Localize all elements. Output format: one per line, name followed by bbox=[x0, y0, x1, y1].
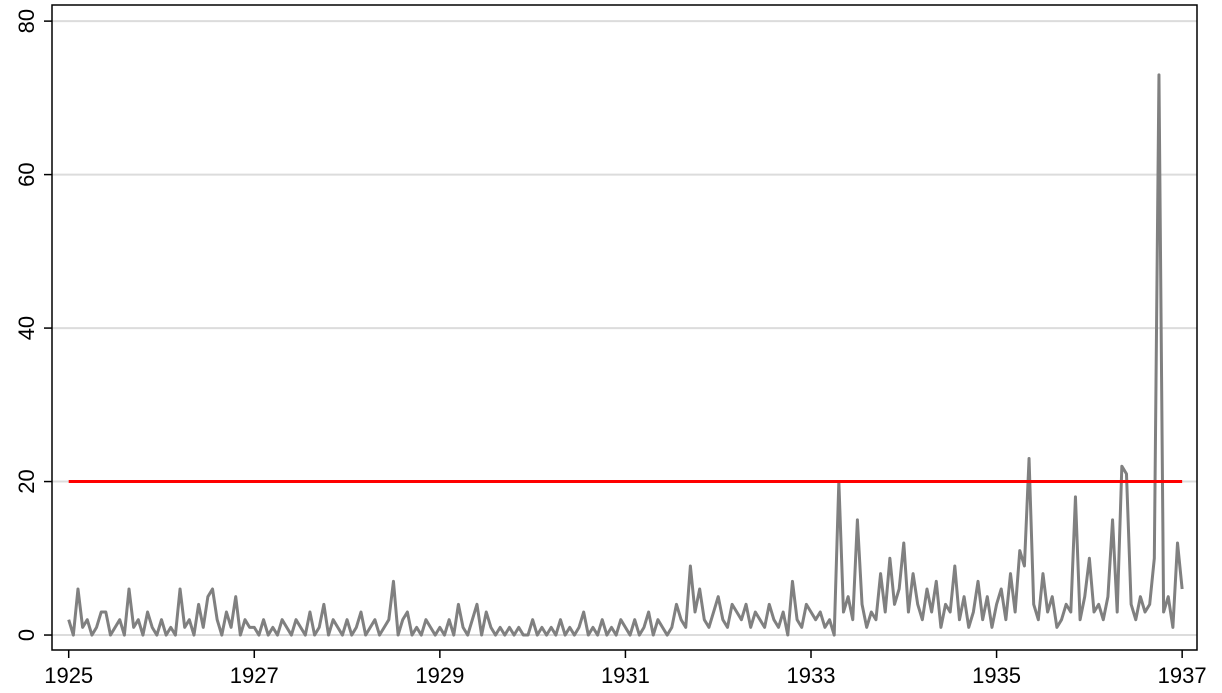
y-tick-label: 20 bbox=[14, 469, 39, 493]
x-tick-label: 1927 bbox=[230, 663, 279, 688]
data-line bbox=[67, 73, 1184, 637]
y-tick-label: 40 bbox=[14, 316, 39, 340]
x-tick-label: 1925 bbox=[44, 663, 93, 688]
y-tick-label: 0 bbox=[14, 629, 39, 641]
x-tick-label: 1935 bbox=[972, 663, 1021, 688]
x-tick-label: 1931 bbox=[601, 663, 650, 688]
x-tick-label: 1933 bbox=[787, 663, 836, 688]
y-tick-label: 60 bbox=[14, 162, 39, 186]
x-tick-label: 1929 bbox=[415, 663, 464, 688]
x-tick-label: 1937 bbox=[1158, 663, 1207, 688]
y-tick-label: 80 bbox=[14, 9, 39, 33]
plot-frame bbox=[51, 4, 1198, 651]
